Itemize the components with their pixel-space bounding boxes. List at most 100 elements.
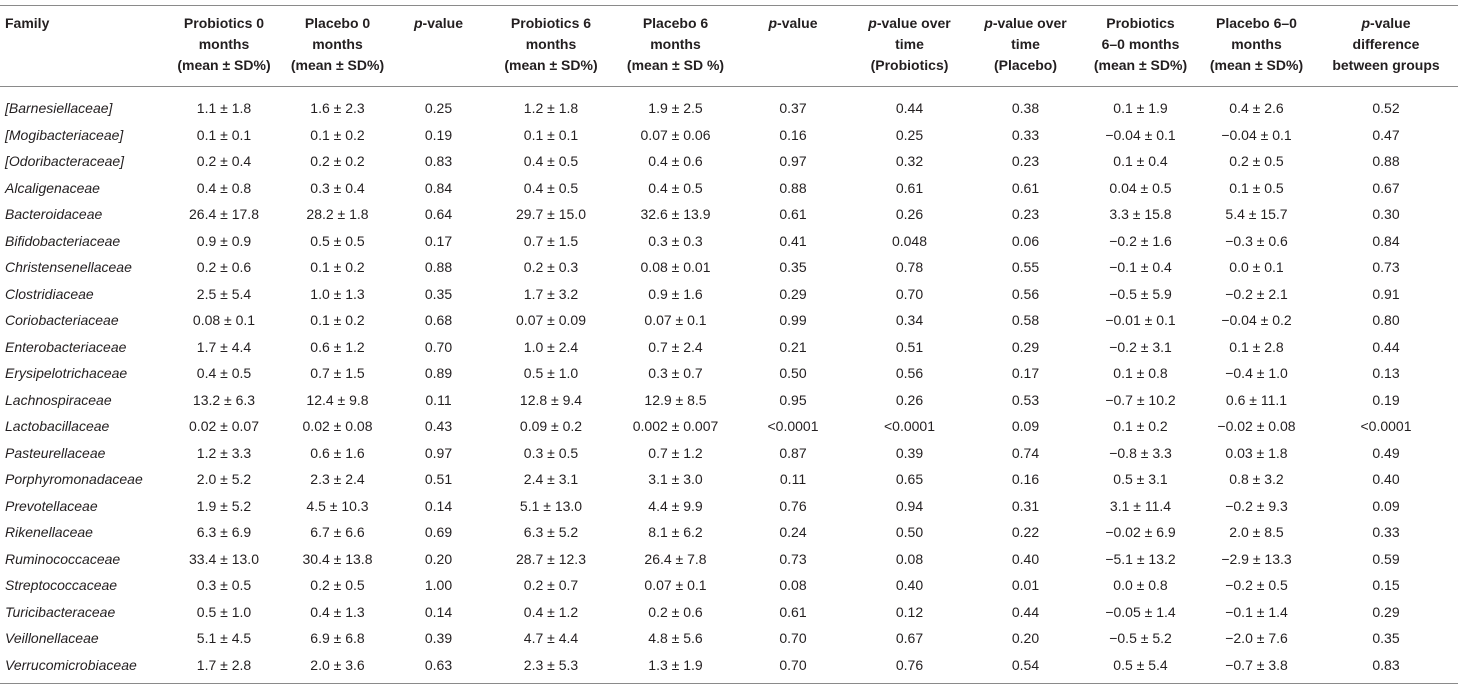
table-row: Turicibacteraceae 0.5 ± 1.0 0.4 ± 1.3 0.14 0…: [0, 599, 1458, 626]
value-cell: 0.35: [1372, 630, 1400, 647]
value-cell: 0.49: [1372, 444, 1400, 461]
value-cell: 0.22: [1011, 524, 1040, 541]
value-cell: 0.99: [779, 312, 807, 329]
value-cell: 4.7 ± 4.4: [523, 630, 579, 647]
value-cell: 4.4 ± 9.9: [648, 497, 703, 514]
value-cell: 0.09 ± 0.2: [519, 418, 583, 435]
value-cell: 0.3 ± 0.5: [196, 577, 252, 594]
value-cell: 0.97: [424, 444, 453, 461]
value-cell: 0.94: [895, 497, 924, 514]
value-cell: 0.02 ± 0.07: [189, 418, 259, 435]
value-cell: 0.40: [1372, 471, 1400, 488]
value-cell: 0.50: [779, 365, 807, 382]
value-cell: 5.4 ± 15.7: [1225, 206, 1288, 223]
value-cell: 0.1 ± 1.9: [1113, 100, 1168, 117]
table-row: Pasteurellaceae 1.2 ± 3.3 0.6 ± 1.6 0.97 0.3…: [0, 440, 1458, 467]
value-cell: 0.08: [895, 550, 924, 567]
value-cell: 0.4 ± 2.6: [1229, 100, 1284, 117]
table-row: Christensenellaceae 0.2 ± 0.6 0.1 ± 0.2 0.8…: [0, 254, 1458, 281]
value-cell: 0.2 ± 0.6: [196, 259, 252, 276]
value-cell: 29.7 ± 15.0: [516, 206, 586, 223]
value-cell: 12.9 ± 8.5: [644, 391, 707, 408]
family-name-cell: Pasteurellaceae: [5, 444, 106, 461]
value-cell: 26.4 ± 7.8: [644, 550, 707, 567]
value-cell: 0.2 ± 0.6: [648, 603, 703, 620]
value-cell: 0.4 ± 1.2: [523, 603, 579, 620]
value-cell: 0.26: [895, 206, 924, 223]
value-cell: 0.2 ± 0.3: [523, 259, 579, 276]
value-cell: 1.1 ± 1.8: [196, 100, 252, 117]
value-cell: 0.1 ± 0.2: [310, 312, 365, 329]
top-rule: [0, 5, 1458, 6]
column-header: Placebo 0 months (mean ± SD%): [290, 15, 385, 73]
family-name-cell: Streptococcaceae: [5, 577, 118, 594]
value-cell: 0.91: [1372, 285, 1400, 302]
value-cell: 28.7 ± 12.3: [516, 550, 586, 567]
value-cell: 0.88: [424, 259, 453, 276]
value-cell: 30.4 ± 13.8: [302, 550, 373, 567]
table-row: Lachnospiraceae 13.2 ± 6.3 12.4 ± 9.8 0.11 1…: [0, 387, 1458, 414]
value-cell: 0.70: [779, 656, 807, 673]
value-cell: 1.2 ± 3.3: [196, 444, 252, 461]
value-cell: 0.6 ± 1.2: [310, 338, 365, 355]
value-cell: 8.1 ± 6.2: [648, 524, 703, 541]
value-cell: 0.09: [1372, 497, 1400, 514]
value-cell: 1.7 ± 4.4: [196, 338, 252, 355]
value-cell: 0.7 ± 1.5: [310, 365, 365, 382]
table-row: [Mogibacteriaceae] 0.1 ± 0.1 0.1 ± 0.2 0.19…: [0, 122, 1458, 149]
value-cell: 4.5 ± 10.3: [306, 497, 369, 514]
value-cell: 0.1 ± 0.2: [310, 126, 365, 143]
value-cell: 2.0 ± 5.2: [196, 471, 252, 488]
value-cell: −0.04 ± 0.1: [1221, 126, 1292, 143]
value-cell: 0.83: [424, 153, 453, 170]
table-row: Coriobacteriaceae 0.08 ± 0.1 0.1 ± 0.2 0.68…: [0, 307, 1458, 334]
value-cell: 0.64: [424, 206, 453, 223]
value-cell: <0.0001: [884, 418, 935, 435]
value-cell: 0.84: [1372, 232, 1400, 249]
value-cell: 2.5 ± 5.4: [196, 285, 252, 302]
value-cell: 0.11: [425, 391, 452, 408]
value-cell: 3.1 ± 11.4: [1109, 497, 1172, 514]
value-cell: 0.20: [424, 550, 453, 567]
family-name-cell: Clostridiaceae: [5, 285, 94, 302]
value-cell: 13.2 ± 6.3: [192, 391, 256, 408]
value-cell: 0.31: [1011, 497, 1040, 514]
header-rule: [0, 86, 1458, 87]
value-cell: 0.08 ± 0.1: [192, 312, 256, 329]
value-cell: 0.37: [779, 100, 807, 117]
value-cell: 0.17: [424, 232, 453, 249]
value-cell: 0.5 ± 3.1: [1113, 471, 1168, 488]
value-cell: −0.02 ± 0.08: [1217, 418, 1296, 435]
family-name-cell: [Mogibacteriaceae]: [5, 126, 124, 143]
value-cell: 0.40: [895, 577, 924, 594]
value-cell: 0.26: [895, 391, 924, 408]
value-cell: 0.1 ± 0.8: [1113, 365, 1168, 382]
value-cell: −0.8 ± 3.3: [1109, 444, 1172, 461]
family-name-cell: Christensenellaceae: [5, 259, 132, 276]
value-cell: 0.03 ± 1.8: [1225, 444, 1288, 461]
value-cell: 0.4 ± 0.5: [196, 365, 252, 382]
value-cell: 1.6 ± 2.3: [310, 100, 365, 117]
value-cell: 0.54: [1011, 656, 1040, 673]
value-cell: 0.21: [779, 338, 807, 355]
value-cell: 0.3 ± 0.4: [310, 179, 365, 196]
value-cell: 0.69: [424, 524, 453, 541]
value-cell: 2.3 ± 2.4: [310, 471, 365, 488]
table-row: Rikenellaceae 6.3 ± 6.9 6.7 ± 6.6 0.69 6.3 ±…: [0, 519, 1458, 546]
value-cell: 0.29: [1372, 603, 1400, 620]
value-cell: 0.4 ± 0.5: [648, 179, 703, 196]
value-cell: 0.08 ± 0.01: [640, 259, 711, 276]
value-cell: 6.7 ± 6.6: [310, 524, 365, 541]
value-cell: −0.01 ± 0.1: [1105, 312, 1176, 329]
value-cell: 0.8 ± 3.2: [1229, 471, 1284, 488]
value-cell: 6.9 ± 6.8: [310, 630, 365, 647]
spacer-cell: [0, 86, 1458, 95]
value-cell: 0.56: [1011, 285, 1040, 302]
value-cell: 0.44: [1372, 338, 1400, 355]
family-name-cell: Lactobacillaceae: [5, 418, 110, 435]
value-cell: 3.1 ± 3.0: [648, 471, 703, 488]
value-cell: 0.33: [1011, 126, 1040, 143]
value-cell: −0.7 ± 10.2: [1105, 391, 1176, 408]
family-name-cell: Alcaligenaceae: [5, 179, 100, 196]
